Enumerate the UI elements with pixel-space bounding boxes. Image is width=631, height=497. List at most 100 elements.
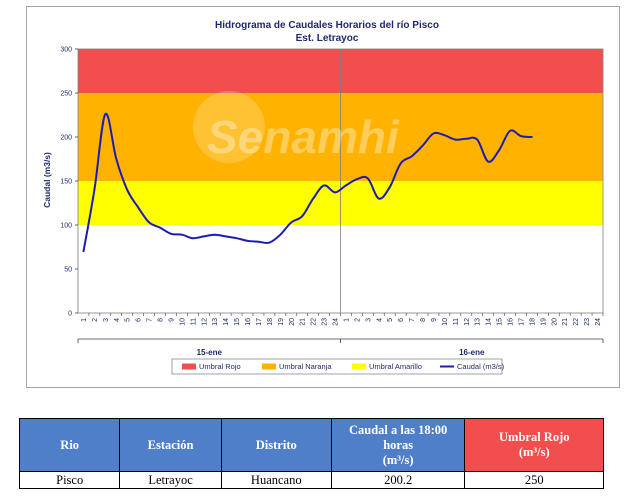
data-point-27: [377, 197, 380, 200]
x-axis: 1 2 3 4 5 6 7 8 9 10 11 12 13 14 15 16 17 18 19 20 21 22 23 24 1…: [77, 313, 604, 357]
x-tick-label-3: 4: [114, 318, 121, 322]
data-point-1: [93, 188, 96, 191]
x-tick-label-46: 23: [584, 318, 591, 326]
chart-title: Hidrograma de Caudales Horarios del río …: [215, 20, 439, 31]
data-point-35: [465, 137, 468, 140]
x-tick-label-16: 17: [256, 318, 263, 326]
x-tick-label-19: 20: [289, 318, 296, 326]
data-point-22: [323, 184, 325, 187]
header-umbral-rojo: Umbral Rojo (m³/s): [464, 418, 604, 472]
x-tick-label-36: 13: [475, 318, 482, 326]
data-point-26: [366, 177, 369, 180]
x-tick-label-41: 18: [529, 318, 536, 326]
x-tick-label-6: 7: [147, 318, 154, 322]
data-point-17: [268, 241, 271, 244]
legend-label-0: Umbral Rojo: [199, 362, 241, 371]
legend-label-3: Caudal (m3/s): [457, 362, 505, 371]
x-tick-label-1: 2: [92, 318, 99, 322]
x-tick-label-11: 12: [201, 318, 208, 326]
legend: Umbral Rojo Umbral Naranja Umbral Amarillo…: [171, 358, 505, 375]
data-point-29: [399, 162, 402, 165]
data-point-9: [181, 233, 183, 236]
legend-box: [171, 358, 503, 375]
x-tick-label-2: 3: [103, 318, 110, 322]
x-tick-label-21: 22: [311, 318, 318, 326]
data-point-11: [202, 235, 205, 238]
x-tick-label-8: 9: [168, 318, 175, 322]
x-tick-label-12: 13: [212, 318, 219, 326]
data-point-41: [531, 136, 533, 138]
x-tick-label-9: 10: [179, 318, 186, 326]
data-point-18: [279, 233, 282, 236]
data-point-23: [334, 191, 336, 194]
x-tick-label-44: 21: [562, 318, 569, 326]
x-tick-label-30: 7: [409, 318, 416, 322]
x-tick-label-37: 14: [486, 318, 493, 326]
header-rio: Rio: [18, 418, 121, 472]
table-row: Pisco Letrayoc Huancano 200.2 250: [18, 471, 604, 489]
x-tick-label-26: 3: [365, 318, 372, 322]
x-tick-label-38: 15: [497, 318, 504, 326]
x-tick-label-15: 16: [245, 318, 252, 326]
legend-swatch-1: [262, 363, 276, 370]
data-point-25: [356, 178, 358, 181]
data-point-10: [191, 237, 194, 240]
x-tick-label-47: 24: [595, 318, 602, 326]
x-tick-label-35: 12: [464, 318, 471, 326]
data-point-40: [520, 135, 522, 138]
cell-umbral-rojo: 250: [464, 471, 604, 489]
table-header-row: Rio Estación Distrito Caudal a las 18:00…: [18, 418, 604, 472]
x-tick-label-39: 16: [508, 318, 515, 326]
data-point-36: [476, 138, 479, 141]
x-tick-label-43: 20: [551, 318, 558, 326]
data-point-12: [213, 233, 216, 236]
y-tick-label-0: 0: [68, 311, 72, 318]
data-point-8: [170, 232, 172, 235]
x-tick-label-5: 6: [136, 318, 143, 322]
data-point-28: [388, 186, 391, 189]
x-tick-label-25: 2: [354, 318, 361, 322]
x-tick-label-45: 22: [573, 318, 580, 326]
x-tick-label-18: 19: [278, 318, 285, 326]
x-tick-label-7: 8: [158, 318, 165, 322]
data-point-14: [235, 237, 238, 240]
data-point-34: [454, 138, 457, 141]
x-tick-label-42: 19: [540, 318, 547, 326]
y-tick-label-2: 100: [60, 223, 72, 230]
x-tick-label-40: 17: [518, 318, 525, 326]
x-tick-label-29: 6: [398, 318, 405, 322]
data-point-5: [137, 206, 140, 209]
cell-rio: Pisco: [18, 471, 121, 489]
data-point-2: [104, 113, 107, 116]
y-tick-label-1: 50: [64, 267, 72, 274]
legend-swatch-0: [182, 363, 196, 370]
header-caudal: Caudal a las 18:00 horas (m³/s): [330, 418, 466, 472]
y-tick-label-4: 200: [60, 135, 72, 142]
data-point-15: [246, 239, 249, 242]
x-tick-label-31: 8: [420, 318, 427, 322]
data-point-32: [432, 132, 435, 135]
x-tick-label-24: 1: [343, 318, 350, 322]
data-point-6: [148, 221, 150, 224]
data-point-20: [301, 215, 304, 218]
data-point-13: [224, 235, 227, 238]
data-point-38: [498, 149, 500, 152]
cell-caudal: 200.2: [330, 471, 466, 489]
day-label-0: 15-ene: [197, 348, 223, 357]
chart-frame: Hidrograma de Caudales Horarios del río …: [26, 6, 620, 388]
station-table: Rio Estación Distrito Caudal a las 18:00…: [18, 418, 604, 489]
x-tick-label-10: 11: [190, 318, 197, 325]
y-axis: 0 50 100 150 200 250 300: [60, 47, 78, 318]
x-tick-label-14: 15: [234, 318, 241, 326]
cell-estacion: Letrayoc: [119, 471, 222, 489]
header-distrito: Distrito: [220, 418, 332, 472]
x-tick-label-0: 1: [81, 318, 88, 322]
legend-label-2: Umbral Amarillo: [369, 362, 422, 371]
series-layer: [82, 113, 533, 253]
data-point-33: [443, 134, 446, 137]
data-point-39: [509, 129, 511, 132]
x-tick-label-32: 9: [431, 318, 438, 322]
legend-label-1: Umbral Naranja: [279, 362, 332, 371]
y-axis-label: Caudal (m3/s): [42, 152, 52, 208]
data-point-4: [126, 188, 129, 191]
